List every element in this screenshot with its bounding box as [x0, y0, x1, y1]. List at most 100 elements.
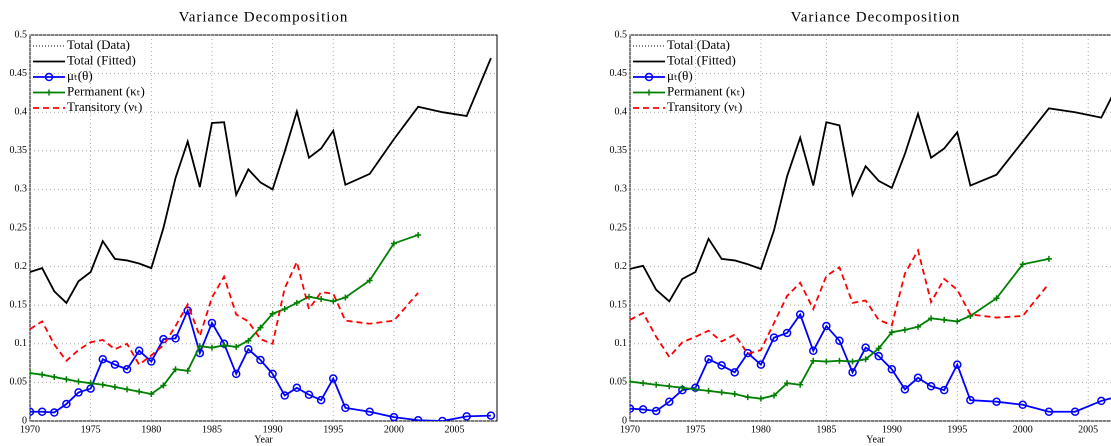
marker [953, 360, 962, 369]
marker [87, 380, 94, 387]
marker [901, 326, 908, 333]
marker [795, 310, 805, 319]
marker [1018, 400, 1027, 410]
plot [30, 57, 496, 421]
marker [413, 415, 423, 421]
marker [822, 321, 831, 331]
x-tick-label: 1995 [947, 424, 967, 435]
marker [292, 383, 302, 393]
marker [875, 345, 882, 352]
marker [160, 382, 167, 389]
chart-title: Variance Decomposition [179, 9, 349, 25]
marker [305, 293, 312, 300]
y-tick-label: 0.05 [10, 377, 28, 388]
y-tick-label: 0.1 [615, 338, 628, 349]
marker [651, 406, 661, 416]
marker [111, 384, 118, 391]
marker [304, 390, 314, 400]
marker [122, 365, 132, 374]
marker [316, 395, 326, 405]
marker [366, 277, 373, 284]
marker [1097, 396, 1106, 406]
marker [835, 336, 844, 345]
marker [926, 382, 936, 391]
marker [913, 373, 923, 383]
marker [341, 403, 350, 413]
legend-marker [44, 72, 54, 82]
series-line [630, 312, 1111, 413]
x-tick-label: 1970 [20, 424, 40, 435]
marker [769, 333, 779, 342]
legend-label: μₜ(θ) [667, 68, 693, 83]
marker [438, 416, 447, 421]
legend-label: Permanent (κₜ) [67, 83, 145, 98]
legend-marker [46, 89, 52, 96]
marker [836, 357, 843, 364]
marker [208, 344, 215, 351]
y-tick-label: 0.45 [610, 68, 628, 79]
marker [692, 386, 699, 393]
chart: 0 0.05 0.1 0.15 0.2 0.25 0.3 0.35 0.4 0.45 0.5 1970… [10, 9, 498, 445]
y-tick-label: 0.35 [10, 145, 28, 156]
marker [269, 310, 276, 317]
y-tick-label: 0 [622, 415, 627, 426]
marker [887, 365, 897, 374]
legend-label: Total (Fitted) [67, 52, 136, 67]
marker [718, 389, 725, 396]
marker [171, 334, 180, 343]
marker [196, 343, 203, 350]
legend-label: μₜ(θ) [67, 68, 93, 83]
marker [50, 408, 59, 417]
marker [415, 231, 422, 238]
legend-label: Transitory (νₜ) [667, 99, 742, 114]
x-tick-label: 1975 [81, 424, 101, 435]
legend-label: Transitory (νₜ) [67, 99, 142, 114]
plot-area [29, 34, 498, 422]
marker [954, 318, 961, 325]
marker [281, 306, 288, 313]
y-tick-label: 0.5 [15, 29, 28, 40]
marker [966, 395, 975, 405]
marker [172, 366, 179, 373]
marker [784, 380, 791, 387]
legend-marker [646, 89, 652, 96]
x-tick-label: 1985 [816, 424, 836, 435]
marker [30, 370, 33, 377]
y-tick-label: 0.4 [15, 106, 28, 117]
marker [110, 360, 120, 369]
y-tick-label: 0.25 [610, 222, 628, 233]
marker [245, 337, 252, 344]
marker [37, 407, 47, 416]
y-tick-label: 0.3 [615, 184, 628, 195]
series-line [630, 247, 1050, 359]
y-tick-label: 0.5 [615, 29, 628, 40]
y-tick-label: 0 [22, 415, 27, 426]
marker [679, 384, 686, 391]
marker [888, 329, 895, 336]
marker [797, 381, 804, 388]
marker [233, 343, 240, 350]
marker [231, 369, 241, 379]
marker [1019, 261, 1026, 268]
y-tick-label: 0.2 [15, 261, 28, 272]
marker [874, 351, 883, 361]
marker [280, 391, 289, 400]
legend-label: Permanent (κₜ) [667, 83, 745, 98]
x-tick-label: 1990 [882, 424, 902, 435]
marker [30, 407, 35, 416]
marker [730, 368, 739, 377]
marker [318, 296, 325, 303]
marker [124, 386, 131, 393]
x-tick-label: 2005 [1078, 424, 1098, 435]
marker [704, 354, 713, 364]
marker [221, 342, 228, 349]
legend-label: Total (Fitted) [667, 52, 736, 67]
marker [705, 387, 712, 394]
marker [915, 323, 921, 330]
marker [809, 346, 818, 355]
legend-label: Total (Data) [67, 37, 130, 52]
y-tick-label: 0.15 [610, 299, 628, 310]
legend-marker [644, 72, 654, 82]
marker [717, 361, 726, 370]
